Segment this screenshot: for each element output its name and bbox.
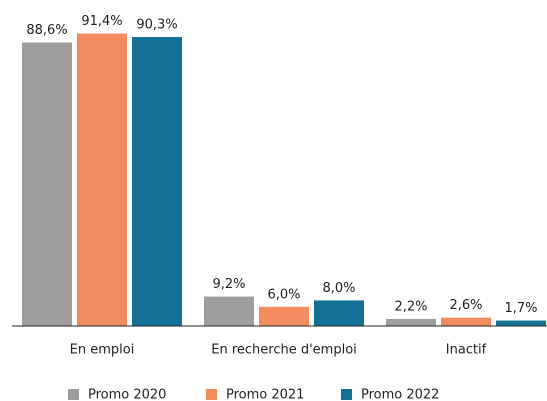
value-label: 1,7% — [504, 301, 537, 316]
legend-swatch — [341, 389, 352, 400]
value-label: 88,6% — [26, 23, 67, 38]
legend-swatch — [68, 389, 79, 400]
x-tick-label: Inactif — [446, 343, 487, 358]
bar — [77, 33, 127, 327]
bar — [22, 42, 72, 326]
value-label: 2,2% — [394, 299, 427, 314]
bar — [204, 296, 254, 326]
value-label: 90,3% — [136, 18, 177, 33]
value-label: 91,4% — [81, 14, 122, 29]
x-tick-label: En emploi — [70, 343, 135, 358]
value-label: 2,6% — [449, 298, 482, 313]
bar — [314, 300, 364, 326]
bar — [132, 37, 182, 326]
x-tick-label: En recherche d'emploi — [211, 343, 357, 358]
value-label: 9,2% — [212, 277, 245, 292]
bar — [259, 306, 309, 326]
bar — [496, 320, 546, 326]
value-label: 6,0% — [267, 287, 300, 302]
legend-label: Promo 2022 — [361, 388, 439, 401]
legend-label: Promo 2020 — [88, 388, 166, 401]
legend-swatch — [206, 389, 217, 400]
bar — [386, 318, 436, 326]
value-label: 8,0% — [322, 281, 355, 296]
legend-label: Promo 2021 — [226, 388, 304, 401]
bar — [441, 317, 491, 326]
